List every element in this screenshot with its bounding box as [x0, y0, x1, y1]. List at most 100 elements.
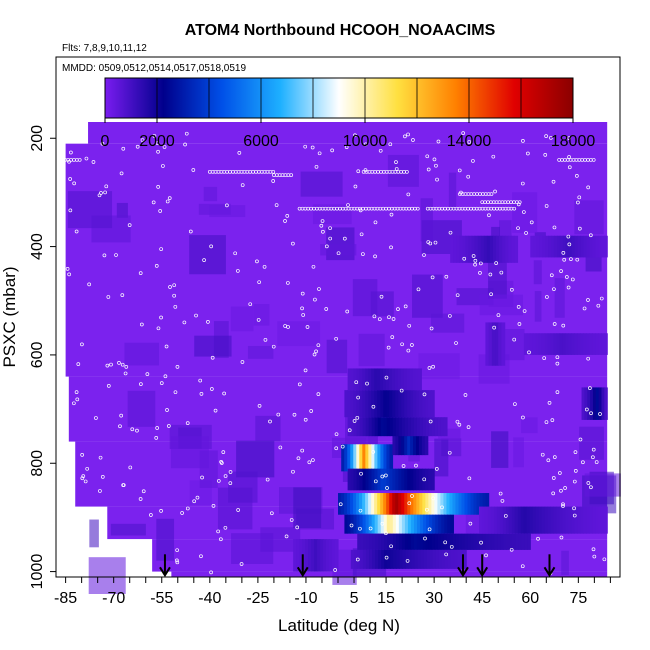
- heatmap-cell: [518, 533, 522, 550]
- flight-marker-arrowhead: [476, 566, 489, 578]
- heatmap-cell: [529, 333, 534, 355]
- sample-point: [152, 134, 157, 138]
- heatmap-cell: [493, 506, 498, 534]
- sample-point: [80, 342, 84, 347]
- heatmap-cell: [358, 333, 385, 367]
- sample-point: [216, 479, 221, 483]
- sample-point: [140, 138, 145, 142]
- heatmap-cell: [378, 533, 382, 550]
- heatmap-cell: [371, 493, 375, 515]
- heatmap-cell: [344, 493, 348, 515]
- heatmap-cell: [574, 235, 579, 258]
- heatmap-cell: [399, 549, 404, 569]
- sample-point: [319, 223, 324, 228]
- sample-point: [98, 455, 103, 460]
- sample-point: [127, 223, 132, 227]
- sample-point: [434, 467, 439, 471]
- heatmap-cell: [467, 493, 472, 515]
- sample-point: [431, 496, 436, 501]
- sample-point: [394, 167, 399, 171]
- heatmap-cell: [473, 493, 478, 515]
- sample-point: [310, 145, 315, 150]
- heatmap-cell: [523, 506, 528, 534]
- heatmap-cell: [386, 493, 390, 515]
- heatmap-cell: [404, 514, 409, 534]
- sample-point: [159, 381, 164, 385]
- heatmap-cell: [255, 415, 281, 442]
- sample-point: [358, 508, 363, 513]
- sample-point: [291, 469, 295, 474]
- sample-point: [154, 264, 159, 268]
- heatmap-cell: [365, 444, 369, 472]
- sample-point: [84, 156, 89, 161]
- sample-point: [573, 450, 578, 455]
- heatmap-cell: [356, 417, 361, 437]
- sample-point: [586, 298, 590, 302]
- sample-point: [141, 489, 146, 494]
- sample-point: [391, 317, 396, 321]
- heatmap-cell: [580, 506, 584, 534]
- heatmap-cell: [454, 549, 458, 569]
- sample-point: [407, 501, 412, 506]
- sample-point: [296, 456, 301, 461]
- sample-point: [373, 479, 378, 484]
- heatmap-cell: [380, 493, 384, 515]
- sample-point: [352, 419, 357, 423]
- heatmap-cell: [527, 533, 531, 550]
- heatmap-cell: [401, 417, 406, 437]
- sample-point: [598, 412, 602, 416]
- heatmap-cell: [601, 387, 605, 420]
- heatmap-cell: [302, 539, 306, 572]
- sample-point: [422, 253, 426, 257]
- heatmap-cell: [353, 444, 357, 472]
- sample-point: [552, 287, 556, 292]
- sample-point: [316, 343, 321, 348]
- sample-point: [257, 404, 262, 408]
- heatmap-cell: [425, 468, 429, 491]
- sample-point: [180, 511, 184, 515]
- sample-point: [289, 518, 294, 522]
- sample-point: [384, 473, 388, 478]
- sample-point: [355, 557, 360, 562]
- sample-point: [387, 315, 391, 320]
- heatmap-cell: [595, 506, 599, 534]
- heatmap-cell: [425, 417, 430, 437]
- sample-point: [544, 420, 549, 424]
- heatmap-cell: [357, 533, 361, 550]
- heatmap-cell: [538, 506, 543, 534]
- flight-markers: [159, 554, 556, 578]
- sample-point: [336, 251, 341, 256]
- sample-point: [406, 348, 411, 353]
- y-tick-label: 600: [29, 341, 46, 368]
- sample-point: [240, 183, 245, 187]
- heatmap-cell: [587, 387, 591, 420]
- heatmap-cell: [395, 514, 400, 534]
- sample-point: [555, 355, 560, 360]
- heatmap-cell: [592, 387, 597, 420]
- heatmap-cell: [562, 506, 567, 534]
- sample-point: [342, 236, 347, 241]
- sample-point: [521, 415, 525, 420]
- heatmap-cell: [410, 433, 414, 456]
- heatmap-cell: [565, 506, 570, 534]
- heatmap-cell: [536, 235, 540, 258]
- heatmap-cell: [492, 235, 497, 263]
- heatmap-cell: [432, 514, 436, 534]
- heatmap-cell: [547, 333, 552, 355]
- sample-point: [577, 226, 582, 231]
- heatmap-cell: [353, 514, 358, 534]
- heatmap-cell: [368, 493, 372, 515]
- heatmap-cell: [413, 533, 418, 550]
- sample-point: [330, 148, 335, 153]
- heatmap-cell: [455, 533, 460, 550]
- sample-point: [354, 380, 359, 385]
- heatmap-cell: [434, 533, 439, 550]
- heatmap-region: [68, 376, 608, 442]
- heatmap-cell: [359, 514, 364, 534]
- heatmap-cell: [404, 433, 408, 456]
- sample-point: [166, 424, 171, 428]
- heatmap-cell: [404, 468, 408, 491]
- heatmap-cell: [347, 514, 352, 534]
- sample-point: [582, 306, 587, 311]
- sample-point: [454, 341, 458, 345]
